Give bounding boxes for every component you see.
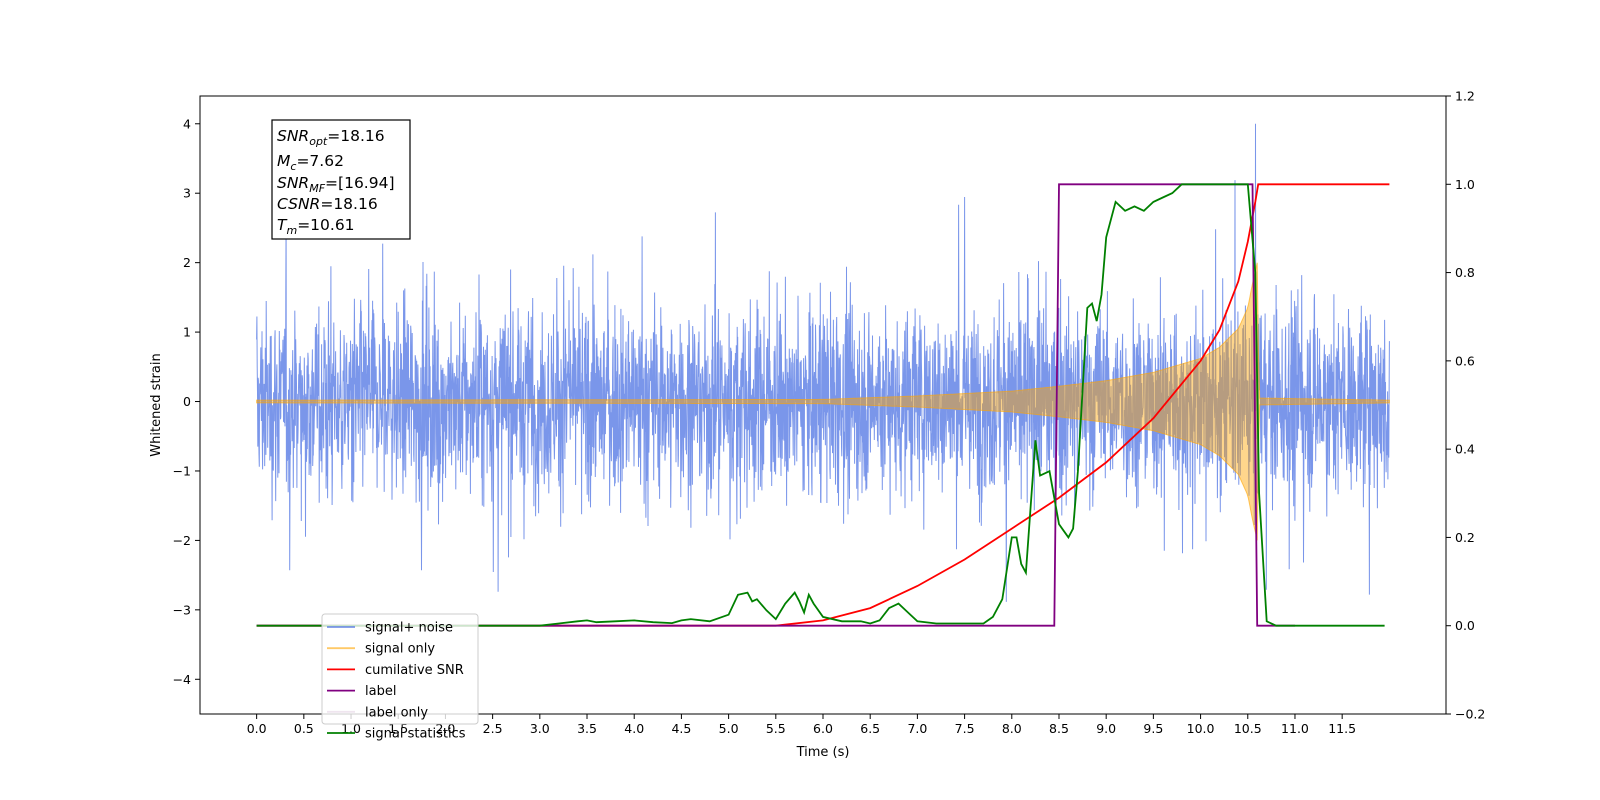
x-tick-label: 2.5 [483,721,503,736]
annotation-csnr: CSNR=18.16 [277,195,378,213]
x-tick-label: 9.5 [1143,721,1163,736]
y-tick-label-right: 1.2 [1455,89,1475,104]
x-tick-label: 0.5 [294,721,314,736]
x-axis: 0.0 0.5 1.0 1.5 2.0 2.5 3.0 3.5 4.0 4.5 5.0 5.5 6.0 6… [247,714,1356,736]
y-tick-label-left: −1 [173,463,191,478]
y-axis-left: 4 3 2 1 0 −1 −2 −3 −4 [173,116,200,687]
signal-only-series [256,262,1390,541]
x-tick-label: 5.0 [719,721,739,736]
signal-statistics-line [256,183,1385,627]
legend-frame [321,613,479,725]
y-axis-right: 1.2 1.0 0.8 0.6 0.4 0.2 0.0 −0.2 [1446,89,1485,722]
y-tick-label-right: 0.4 [1455,442,1475,457]
annotation-snr-mf: SNRMF=[16.94] [277,174,395,195]
y-tick-label-left: 0 [183,394,191,409]
x-axis-label: Time (s) [796,745,850,760]
signal-only-line [256,262,1390,541]
annotation-mc: Mc=7.62 [277,152,344,173]
annotation-frame [271,119,411,240]
cumilative-snr-line [256,183,1390,627]
x-tick-label: 7.0 [907,721,927,736]
annotation-snr-opt: SNRopt=18.16 [277,127,385,148]
y-tick-label-left: −3 [173,602,191,617]
x-tick-label: 11.0 [1281,721,1309,736]
right-axis-series [256,183,1390,627]
legend-entry: signal only [365,642,435,657]
y-tick-label-right: 0.6 [1455,353,1475,368]
x-tick-label: 10.5 [1234,721,1262,736]
legend-entry: label only [365,705,428,720]
x-tick-label: 5.5 [766,721,786,736]
x-tick-label: 3.0 [530,721,550,736]
x-tick-label: 10.0 [1187,721,1215,736]
y-tick-label-right: 0.8 [1455,265,1475,280]
legend-entry: label [365,684,396,699]
x-tick-label: 1.5 [388,721,408,736]
y-axis-label: Whitened strain [149,353,164,456]
legend-entry: signal+ noise [365,621,453,636]
x-tick-label: 2.0 [435,721,455,736]
y-tick-label-right: −0.2 [1455,707,1485,722]
y-tick-label-left: 1 [183,325,191,340]
legend-entry: signal statistics [365,727,466,742]
x-tick-label: 9.0 [1096,721,1116,736]
y-tick-label-left: 2 [183,255,191,270]
y-tick-label-right: 0.0 [1455,618,1475,633]
y-tick-label-right: 1.0 [1455,177,1475,192]
legend: signal+ noise signal only cumilative SNR la… [321,613,479,742]
x-tick-label: 3.5 [577,721,597,736]
y-tick-label-right: 0.2 [1455,530,1475,545]
x-tick-label: 8.5 [1049,721,1069,736]
signal-plus-noise-line [256,123,1390,602]
x-tick-label: 11.5 [1328,721,1356,736]
x-tick-label: 0.0 [247,721,267,736]
x-tick-label: 8.0 [1002,721,1022,736]
y-tick-label-left: −4 [173,672,191,687]
y-tick-label-left: 4 [183,116,191,131]
x-tick-label: 4.0 [624,721,644,736]
x-tick-label: 7.5 [955,721,975,736]
signal-plus-noise-series [256,123,1390,602]
y-tick-label-left: 3 [183,186,191,201]
legend-entry: cumilative SNR [365,663,464,678]
x-tick-label: 4.5 [671,721,691,736]
annotation-box: SNRopt=18.16 Mc=7.62SNRMF=[16.94]CSNR=18.… [271,119,411,240]
label-line [256,183,1295,627]
y-tick-label-left: −2 [173,533,191,548]
x-tick-label: 6.0 [813,721,833,736]
x-tick-label: 6.5 [860,721,880,736]
annotation-tm: Tm=10.61 [277,216,355,237]
